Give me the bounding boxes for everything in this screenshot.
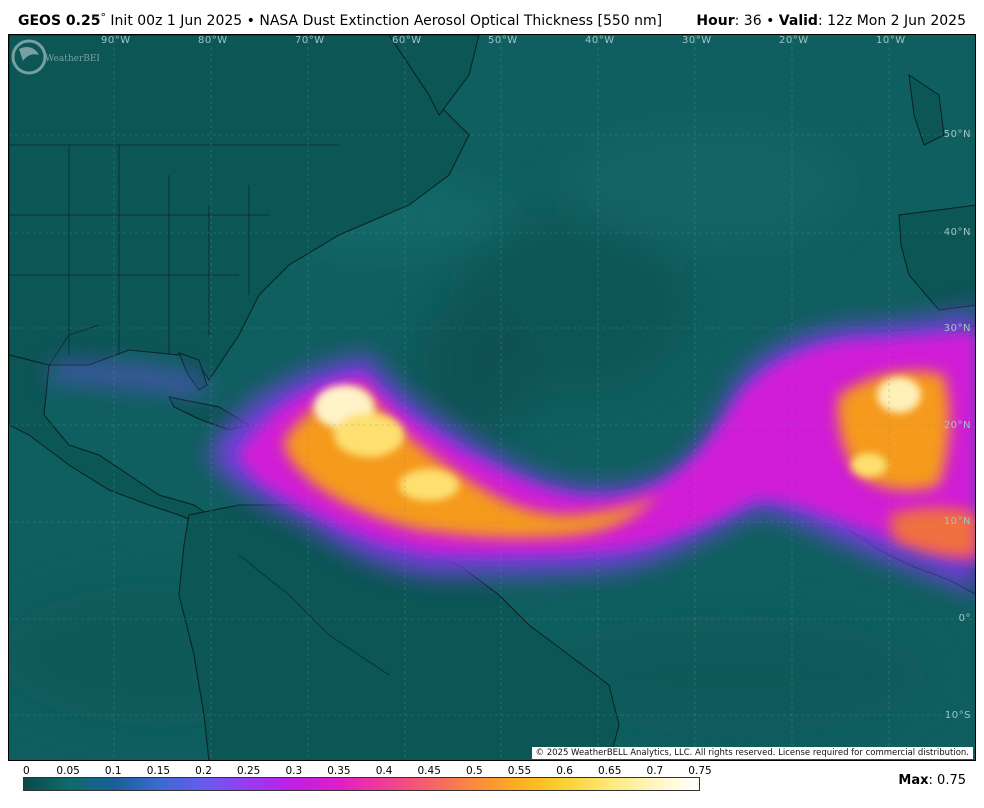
max-value-label: Max: 0.75 (898, 773, 966, 788)
svg-text:WeatherBELL: WeatherBELL (45, 54, 99, 64)
colorbar-tick-label: 0.05 (56, 765, 80, 777)
colorbar-tick-label: 0.2 (195, 765, 212, 777)
colorbar-tick-label: 0.3 (285, 765, 303, 777)
valid-time-block: Hour: 36 • Valid: 12z Mon 2 Jun 2025 (696, 13, 966, 29)
product-name: NASA Dust Extinction Aerosol Optical Thi… (259, 13, 663, 29)
lon-label-60w: 60°W (392, 35, 422, 46)
colorbar-tick-label: 0.6 (556, 765, 573, 777)
lat-label-30n: 30°N (943, 323, 971, 334)
colorbar-tick-label: 0.5 (465, 765, 483, 777)
lat-label-40n: 40°N (943, 227, 971, 238)
legend-bar: 0 0.05 0.1 0.15 0.2 0.25 0.3 0.35 0.4 0.45 0.5 0.55… (0, 761, 984, 808)
lon-label-50w: 50°W (488, 35, 518, 46)
colorbar-tick-label: 0.7 (646, 765, 664, 777)
lon-label-70w: 70°W (295, 35, 325, 46)
colorbar-tick-label: 0.4 (375, 765, 393, 777)
colorbar-tick-label: 0.1 (104, 765, 122, 777)
max-value: : 0.75 (928, 773, 966, 788)
lon-label-80w: 80°W (198, 35, 228, 46)
lon-label-30w: 30°W (682, 35, 712, 46)
lon-label-40w: 40°W (585, 35, 615, 46)
map-title: GEOS 0.25° Init 00z 1 Jun 2025 • NASA Du… (18, 11, 663, 29)
valid-value: : 12z Mon 2 Jun 2025 (817, 13, 966, 29)
lat-label-equator: 0° (958, 613, 971, 624)
valid-separator: • (766, 13, 775, 29)
degree-symbol: ° (100, 11, 106, 24)
valid-label: Valid (778, 13, 818, 29)
colorbar-ticks: 0 0.05 0.1 0.15 0.2 0.25 0.3 0.35 0.4 0.45 0.5 0.55… (0, 765, 984, 779)
colorbar-tick-label: 0.55 (507, 765, 532, 777)
colorbar-tick-label: 0.45 (417, 765, 441, 777)
lat-label-20n: 20°N (943, 420, 971, 431)
lon-label-90w: 90°W (101, 35, 131, 46)
lon-label-20w: 20°W (779, 35, 809, 46)
init-time: Init 00z 1 Jun 2025 (110, 13, 243, 29)
colorbar-tick-label: 0.15 (146, 765, 171, 777)
weatherbell-logo: WeatherBELL (11, 39, 99, 75)
map-panel[interactable]: 90°W 80°W 70°W 60°W 50°W 40°W 30°W 20°W … (8, 34, 976, 761)
hour-label: Hour (696, 13, 735, 29)
colorbar-tick-label: 0.35 (327, 765, 351, 777)
lat-label-10n: 10°N (943, 516, 971, 527)
lat-label-50n: 50°N (943, 129, 971, 140)
copyright-notice: © 2025 WeatherBELL Analytics, LLC. All r… (531, 747, 973, 759)
lon-label-10w: 10°W (876, 35, 906, 46)
colorbar-tick-label: 0.65 (598, 765, 622, 777)
hour-value: : 36 (734, 13, 762, 29)
max-label: Max (898, 773, 929, 788)
colorbar (23, 777, 700, 791)
header-bar: GEOS 0.25° Init 00z 1 Jun 2025 • NASA Du… (0, 0, 984, 34)
title-separator: • (246, 13, 255, 29)
colorbar-tick-label: 0 (23, 765, 30, 777)
colorbar-tick-label: 0.75 (688, 765, 712, 777)
model-name: GEOS 0.25 (18, 13, 101, 29)
graticule (9, 35, 975, 760)
colorbar-tick-label: 0.25 (236, 765, 261, 777)
dust-map (9, 35, 975, 760)
dust-plume-peak (314, 377, 921, 501)
lat-label-10s: 10°S (944, 710, 971, 721)
